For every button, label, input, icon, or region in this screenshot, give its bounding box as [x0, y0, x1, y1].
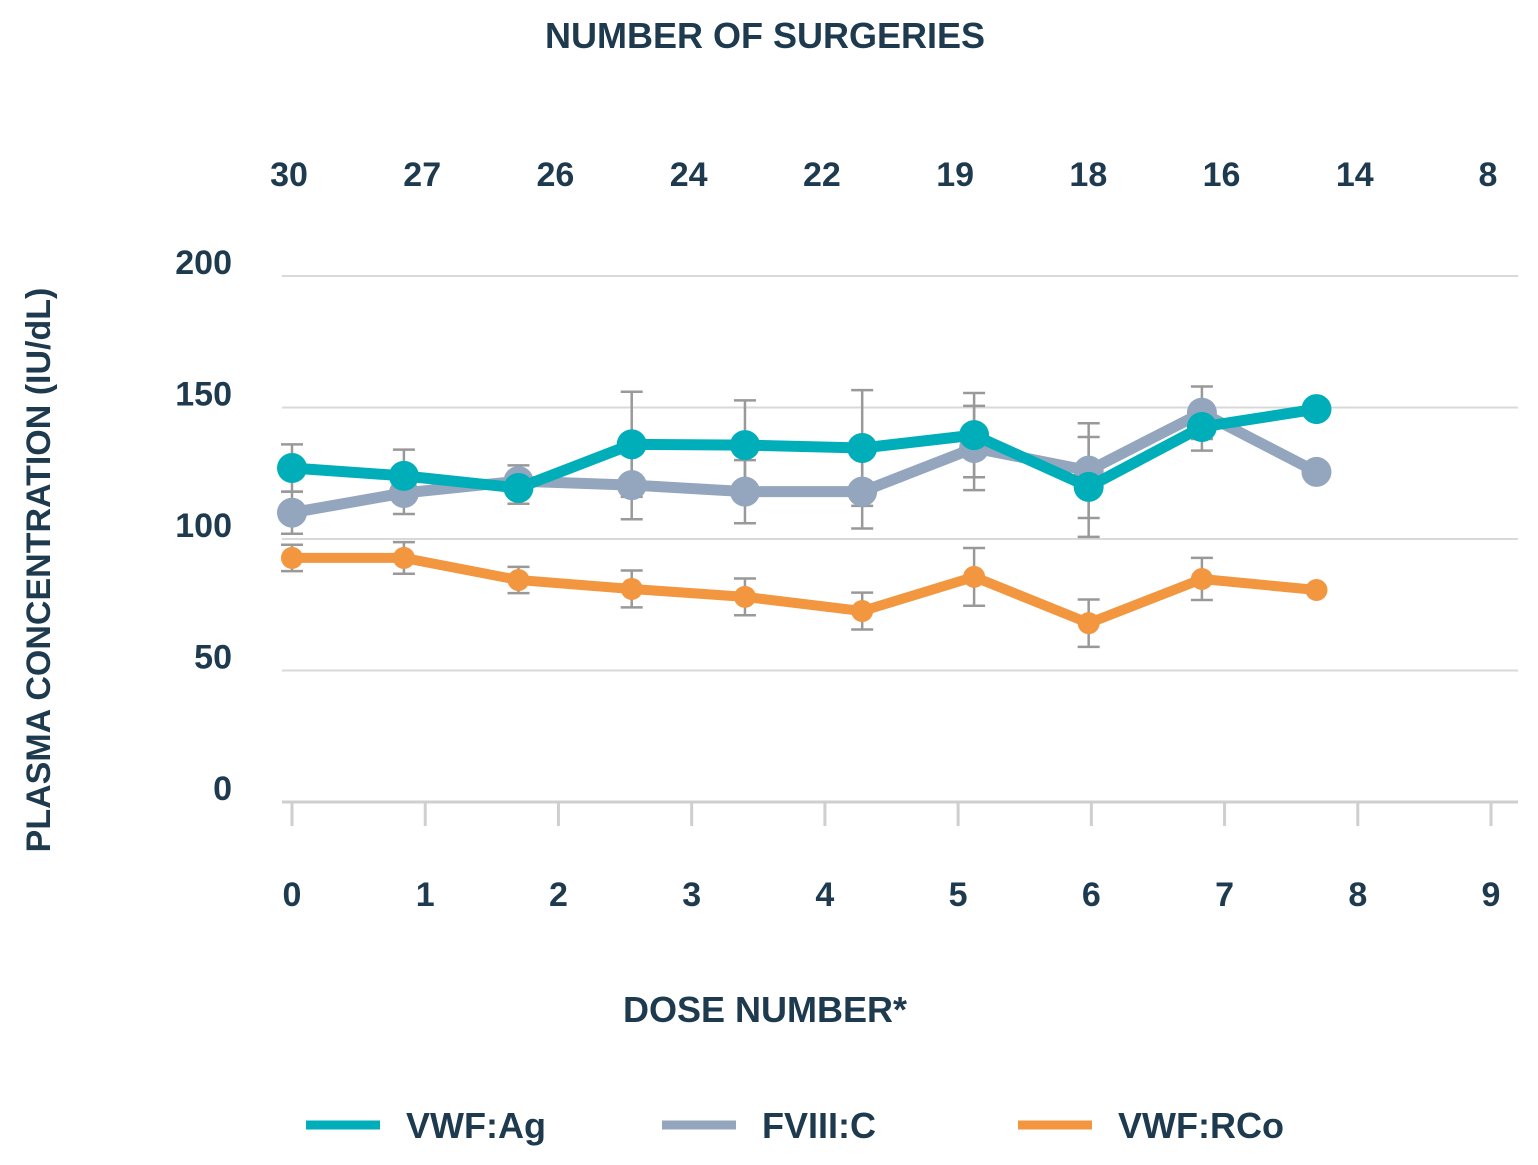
- line-fviii-c: [291, 407, 1320, 519]
- point-vwf-rco: [851, 600, 874, 623]
- point-vwf-ag: [503, 472, 534, 503]
- point-fviii-c: [847, 476, 878, 507]
- point-vwf-rco: [1190, 567, 1213, 590]
- top-tick-label: 14: [1336, 156, 1374, 194]
- top-axis-title: NUMBER OF SURGERIES: [545, 15, 985, 56]
- line-vwf-rco: [292, 552, 1317, 629]
- point-vwf-rco: [392, 546, 415, 569]
- point-vwf-rco: [1077, 612, 1100, 635]
- point-fviii-c: [1301, 456, 1332, 487]
- y-tick-label: 200: [175, 244, 232, 282]
- point-vwf-ag: [388, 460, 419, 491]
- point-vwf-ag: [1186, 411, 1217, 442]
- y-tick-label: 100: [175, 507, 232, 545]
- x-tick-label: 1: [416, 876, 435, 914]
- x-tick-label: 2: [549, 876, 568, 914]
- point-fviii-c: [616, 470, 647, 501]
- x-tick-label: 6: [1082, 876, 1101, 914]
- y-tick-label: 150: [175, 376, 232, 414]
- top-tick-label: 19: [936, 156, 974, 194]
- legend-label: FVIII:C: [762, 1105, 876, 1146]
- y-axis-label: PLASMA CONCENTRATION (IU/dL): [20, 288, 58, 853]
- x-tick-label: 8: [1348, 876, 1367, 914]
- point-vwf-rco: [281, 546, 303, 569]
- point-vwf-ag: [1301, 394, 1332, 425]
- x-tick-label: 7: [1215, 876, 1234, 914]
- point-vwf-rco: [733, 585, 756, 608]
- line-vwf-ag: [291, 403, 1318, 494]
- top-tick-label: 27: [403, 156, 441, 194]
- point-vwf-ag: [847, 433, 878, 464]
- top-tick-label: 16: [1203, 156, 1241, 194]
- point-vwf-rco: [620, 577, 643, 600]
- top-tick-label: 22: [803, 156, 841, 194]
- x-axis-label: DOSE NUMBER*: [623, 989, 907, 1030]
- point-vwf-rco: [1305, 579, 1328, 602]
- legend-label: VWF:RCo: [1118, 1105, 1284, 1146]
- x-tick-label: 5: [949, 876, 968, 914]
- point-fviii-c: [277, 497, 307, 528]
- x-tick-label: 0: [283, 876, 302, 914]
- point-vwf-ag: [616, 429, 647, 460]
- y-tick-label: 0: [213, 770, 232, 808]
- top-tick-label: 24: [670, 156, 708, 194]
- x-tick-label: 3: [682, 876, 701, 914]
- top-tick-label: 26: [537, 156, 575, 194]
- point-vwf-ag: [959, 420, 990, 451]
- y-tick-label: 50: [194, 639, 232, 677]
- x-tick-label: 4: [815, 876, 834, 914]
- point-vwf-rco: [507, 569, 530, 592]
- x-tick-label: 9: [1482, 876, 1501, 914]
- point-vwf-rco: [963, 565, 986, 588]
- point-vwf-ag: [729, 430, 760, 461]
- point-vwf-ag: [277, 452, 307, 483]
- point-fviii-c: [729, 476, 760, 507]
- top-tick-label: 8: [1479, 156, 1498, 194]
- point-vwf-ag: [1073, 471, 1104, 502]
- top-tick-label: 18: [1069, 156, 1107, 194]
- legend-label: VWF:Ag: [406, 1105, 546, 1146]
- top-tick-label: 30: [270, 156, 308, 194]
